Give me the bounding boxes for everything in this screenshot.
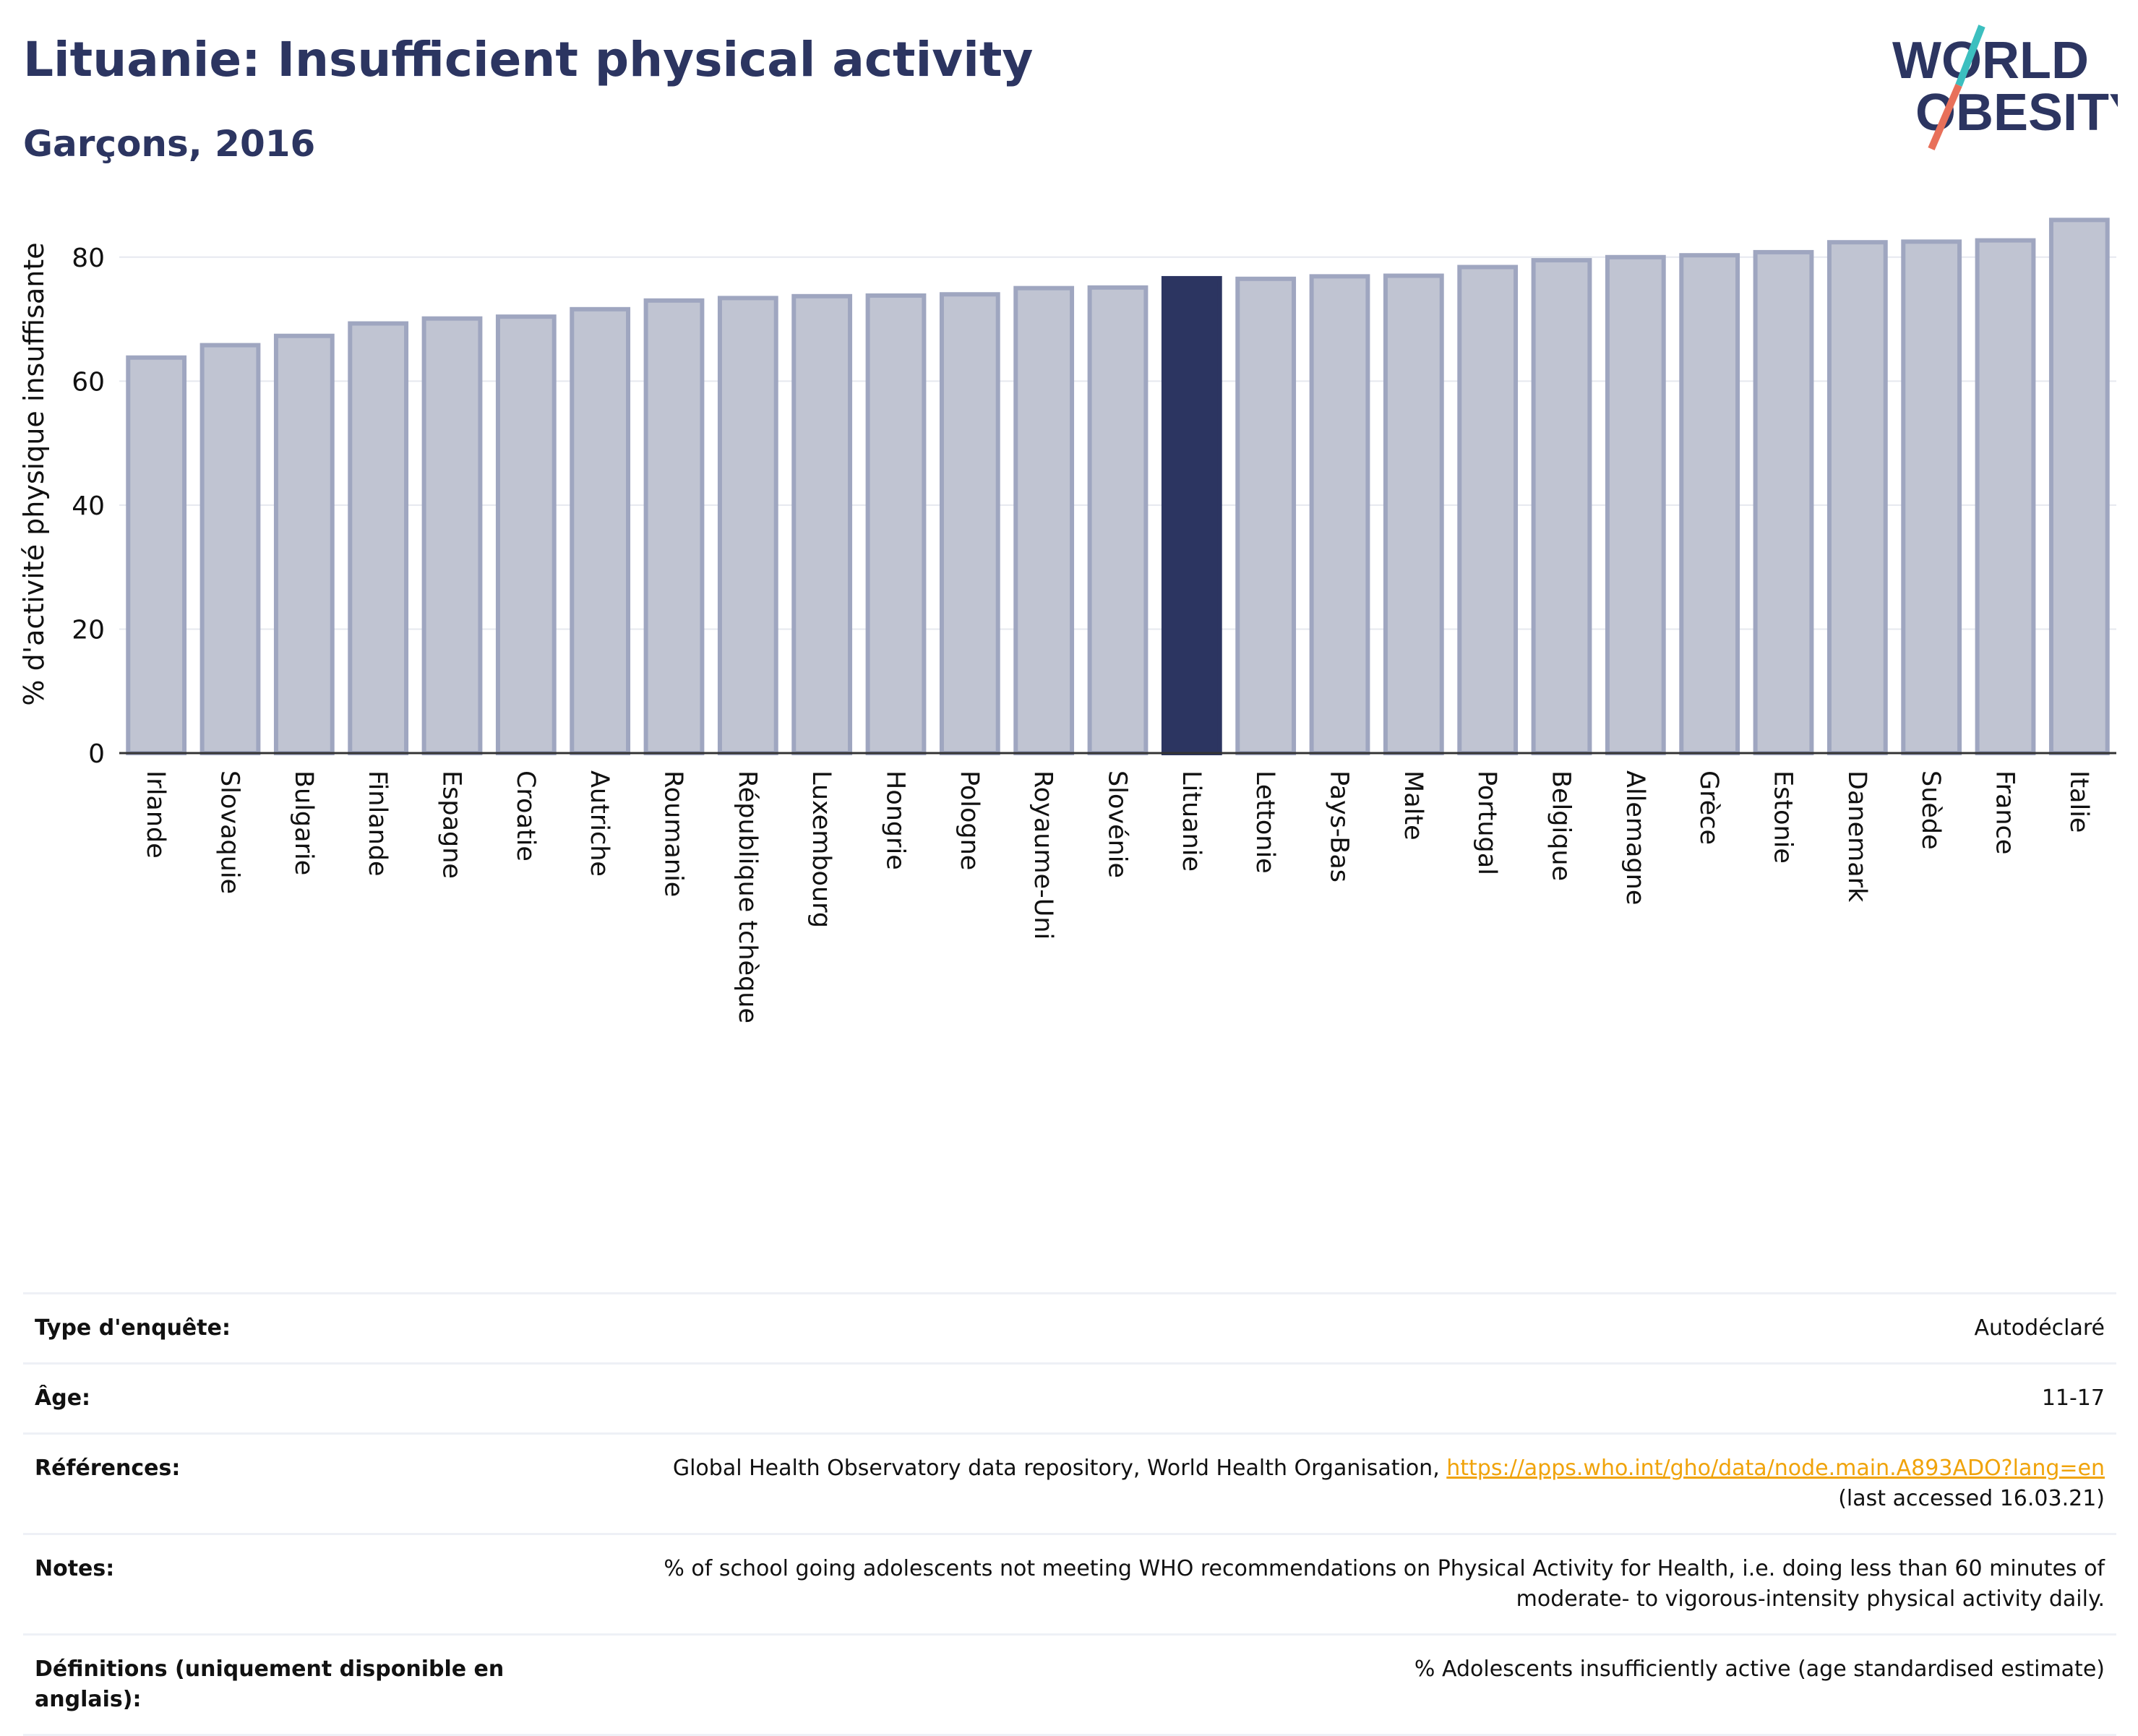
bar [1457,265,1519,756]
bar [1309,274,1370,755]
x-tick-label: Malte [1399,770,1428,841]
x-tick-label: Finlande [363,770,392,877]
x-tick-label: Irlande [141,770,170,859]
info-row-notes: Notes: % of school going adolescents not… [23,1533,2116,1633]
x-tick-label: Suède [1916,770,1945,850]
x-tick-label: Pays-Bas [1325,770,1354,882]
x-tick-label: Slovénie [1103,770,1132,878]
x-tick-label: Roumanie [659,770,688,897]
bar [421,316,483,756]
x-tick-label: Royaume-Uni [1029,770,1057,940]
y-axis-label: % d'activité physique insuffisante [18,242,50,705]
x-tick-label: Slovaquie [215,770,244,894]
bar [273,333,335,755]
x-tick-label: Espagne [437,770,466,879]
y-tick-label: 0 [88,739,105,769]
bar [199,343,261,756]
x-tick-label: Portugal [1472,770,1501,875]
bar [1087,285,1149,755]
x-tick-label: Bulgarie [289,770,318,875]
bar [1013,285,1075,755]
bar-chart: 0 20 40 60 80 Irlande Slovaquie Bulgarie Finland… [18,218,2116,1023]
x-tick-label: Hongrie [881,770,910,870]
bar [791,293,853,756]
logo-slash-top [1955,25,1985,87]
x-tick-label: Danemark [1842,770,1871,903]
bar [1605,254,1666,756]
chart-title: Lituanie: Insufficient physical activity [23,32,1034,87]
info-table: Type d'enquête: Autodéclaré Âge: 11-17 R… [23,1292,2116,1736]
info-row-age: Âge: 11-17 [23,1362,2116,1432]
bar [1679,253,1740,755]
bar [1826,240,1888,756]
logo-slash-bottom [1928,84,1962,150]
survey-type-label: Type d'enquête: [35,1315,231,1341]
x-tick-label: Croatie [511,770,540,861]
bar [348,321,409,755]
bar [1383,273,1444,755]
bar [1753,249,1814,756]
x-tick-label: Pologne [955,770,984,870]
x-tick-label: Lettonie [1250,770,1279,874]
info-row-definitions: Définitions (uniquement disponible en an… [23,1633,2116,1736]
x-tick-label: Luxembourg [807,770,836,928]
x-tick-label: Estonie [1769,770,1798,864]
x-tick-label: Italie [2064,770,2093,833]
bar [865,293,927,755]
bar [1901,239,1962,756]
bar [1531,258,1592,756]
x-tick-label: Belgique [1547,770,1576,881]
bar [2048,218,2110,756]
definitions-label: Définitions (uniquement disponible en an… [35,1656,505,1712]
bar [717,296,778,755]
world-obesity-logo: WORLD OBESITY [1892,25,2118,150]
references-label: Références: [35,1456,181,1481]
notes-value: % of school going adolescents not meetin… [664,1556,2105,1612]
x-tick-label: République tchèque [733,770,762,1023]
bar [570,306,631,755]
info-row-references: Références: Global Health Observatory da… [23,1432,2116,1533]
bar [643,298,705,756]
age-label: Âge: [35,1385,91,1411]
axes: 0 20 40 60 80 Irlande Slovaquie Bulgarie Finland… [72,244,2116,1023]
y-tick-label: 80 [72,244,105,273]
bar [495,314,557,755]
y-tick-label: 40 [72,491,105,521]
age-value: 11-17 [2041,1385,2105,1411]
x-tick-label: Grèce [1694,770,1723,845]
references-value: Global Health Observatory data repositor… [551,1453,2105,1514]
bar-highlighted [1161,275,1222,756]
bar [126,355,187,755]
definitions-value: % Adolescents insufficiently active (age… [1414,1656,2105,1682]
x-tick-label: Autriche [585,770,614,877]
x-tick-label: Allemagne [1620,770,1649,905]
bar [1235,276,1297,756]
info-row-survey-type: Type d'enquête: Autodéclaré [23,1292,2116,1362]
y-tick-label: 20 [72,615,105,645]
chart-subtitle: Garçons, 2016 [23,123,316,165]
bar [1975,238,2036,755]
references-accessed: (last accessed 16.03.21) [1838,1486,2105,1511]
bars [126,218,2110,756]
logo-text-world: WORLD [1892,32,2089,90]
survey-type-value: Autodéclaré [1974,1315,2105,1341]
x-tick-label: Lituanie [1177,770,1206,872]
y-tick-label: 60 [72,367,105,397]
x-tick-label: France [1991,770,2019,854]
notes-label: Notes: [35,1556,115,1581]
references-link[interactable]: https://apps.who.int/gho/data/node.main.… [1446,1456,2105,1481]
bar [939,292,1000,755]
references-text: Global Health Observatory data repositor… [672,1456,1447,1481]
